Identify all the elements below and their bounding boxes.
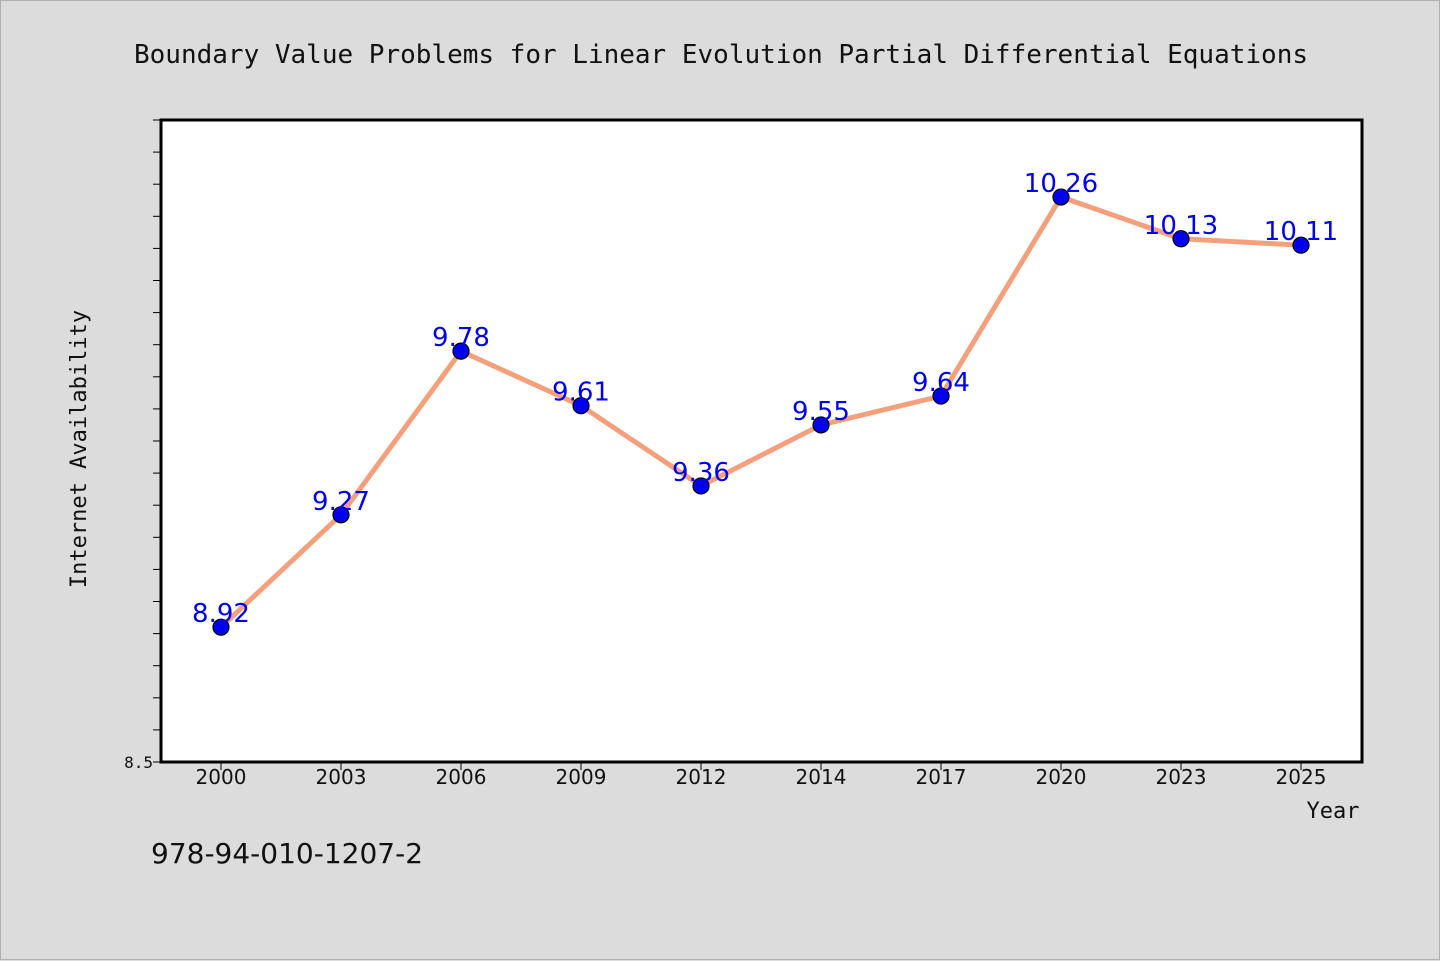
data-label: 9.36 xyxy=(672,458,730,488)
data-label: 9.55 xyxy=(792,397,850,427)
data-point xyxy=(1292,236,1310,254)
data-label: 9.27 xyxy=(312,487,370,517)
data-point xyxy=(812,416,830,434)
x-tick-label: 2012 xyxy=(676,765,727,789)
y-tick-label: 8.5 xyxy=(124,753,153,772)
data-point xyxy=(212,618,230,636)
data-label: 10.26 xyxy=(1024,169,1098,199)
x-tick-label: 2023 xyxy=(1156,765,1207,789)
data-labels: 8.92 9.27 9.78 9.61 9.36 9.55 9.64 10.26 10.13 10… xyxy=(192,169,1338,629)
chart-title: Boundary Value Problems for Linear Evolu… xyxy=(134,40,1308,70)
x-axis-label: Year xyxy=(1307,799,1360,824)
data-label: 10.13 xyxy=(1144,211,1218,241)
series-layer xyxy=(212,188,1310,636)
isbn-text: 978-94-010-1207-2 xyxy=(151,837,423,870)
data-point xyxy=(932,387,950,405)
x-tick-label: 2003 xyxy=(316,765,367,789)
x-tick-label: 2000 xyxy=(196,765,247,789)
series-line xyxy=(218,194,1304,630)
x-tick-label: 2014 xyxy=(796,765,847,789)
data-point xyxy=(1052,188,1070,206)
data-point xyxy=(332,506,350,524)
plot-area xyxy=(159,118,1364,764)
data-label: 8.92 xyxy=(192,599,250,629)
x-axis: 2000 2003 2006 2009 2012 2014 2017 2020 2023 2025 xyxy=(196,762,1327,789)
x-tick-label: 2009 xyxy=(556,765,607,789)
data-label: 9.64 xyxy=(912,368,970,398)
x-tick-label: 2017 xyxy=(916,765,967,789)
data-label: 9.78 xyxy=(432,323,490,353)
y-axis-label: Internet Availability xyxy=(67,310,92,588)
data-label: 10.11 xyxy=(1264,217,1338,247)
data-label: 9.61 xyxy=(552,378,610,408)
x-tick-label: 2006 xyxy=(436,765,487,789)
y-axis: 8.5 xyxy=(124,119,161,772)
data-point xyxy=(572,397,590,415)
data-point xyxy=(692,477,710,495)
x-tick-label: 2020 xyxy=(1036,765,1087,789)
x-tick-label: 2025 xyxy=(1276,765,1327,789)
data-point xyxy=(1172,230,1190,248)
data-point xyxy=(452,342,470,360)
